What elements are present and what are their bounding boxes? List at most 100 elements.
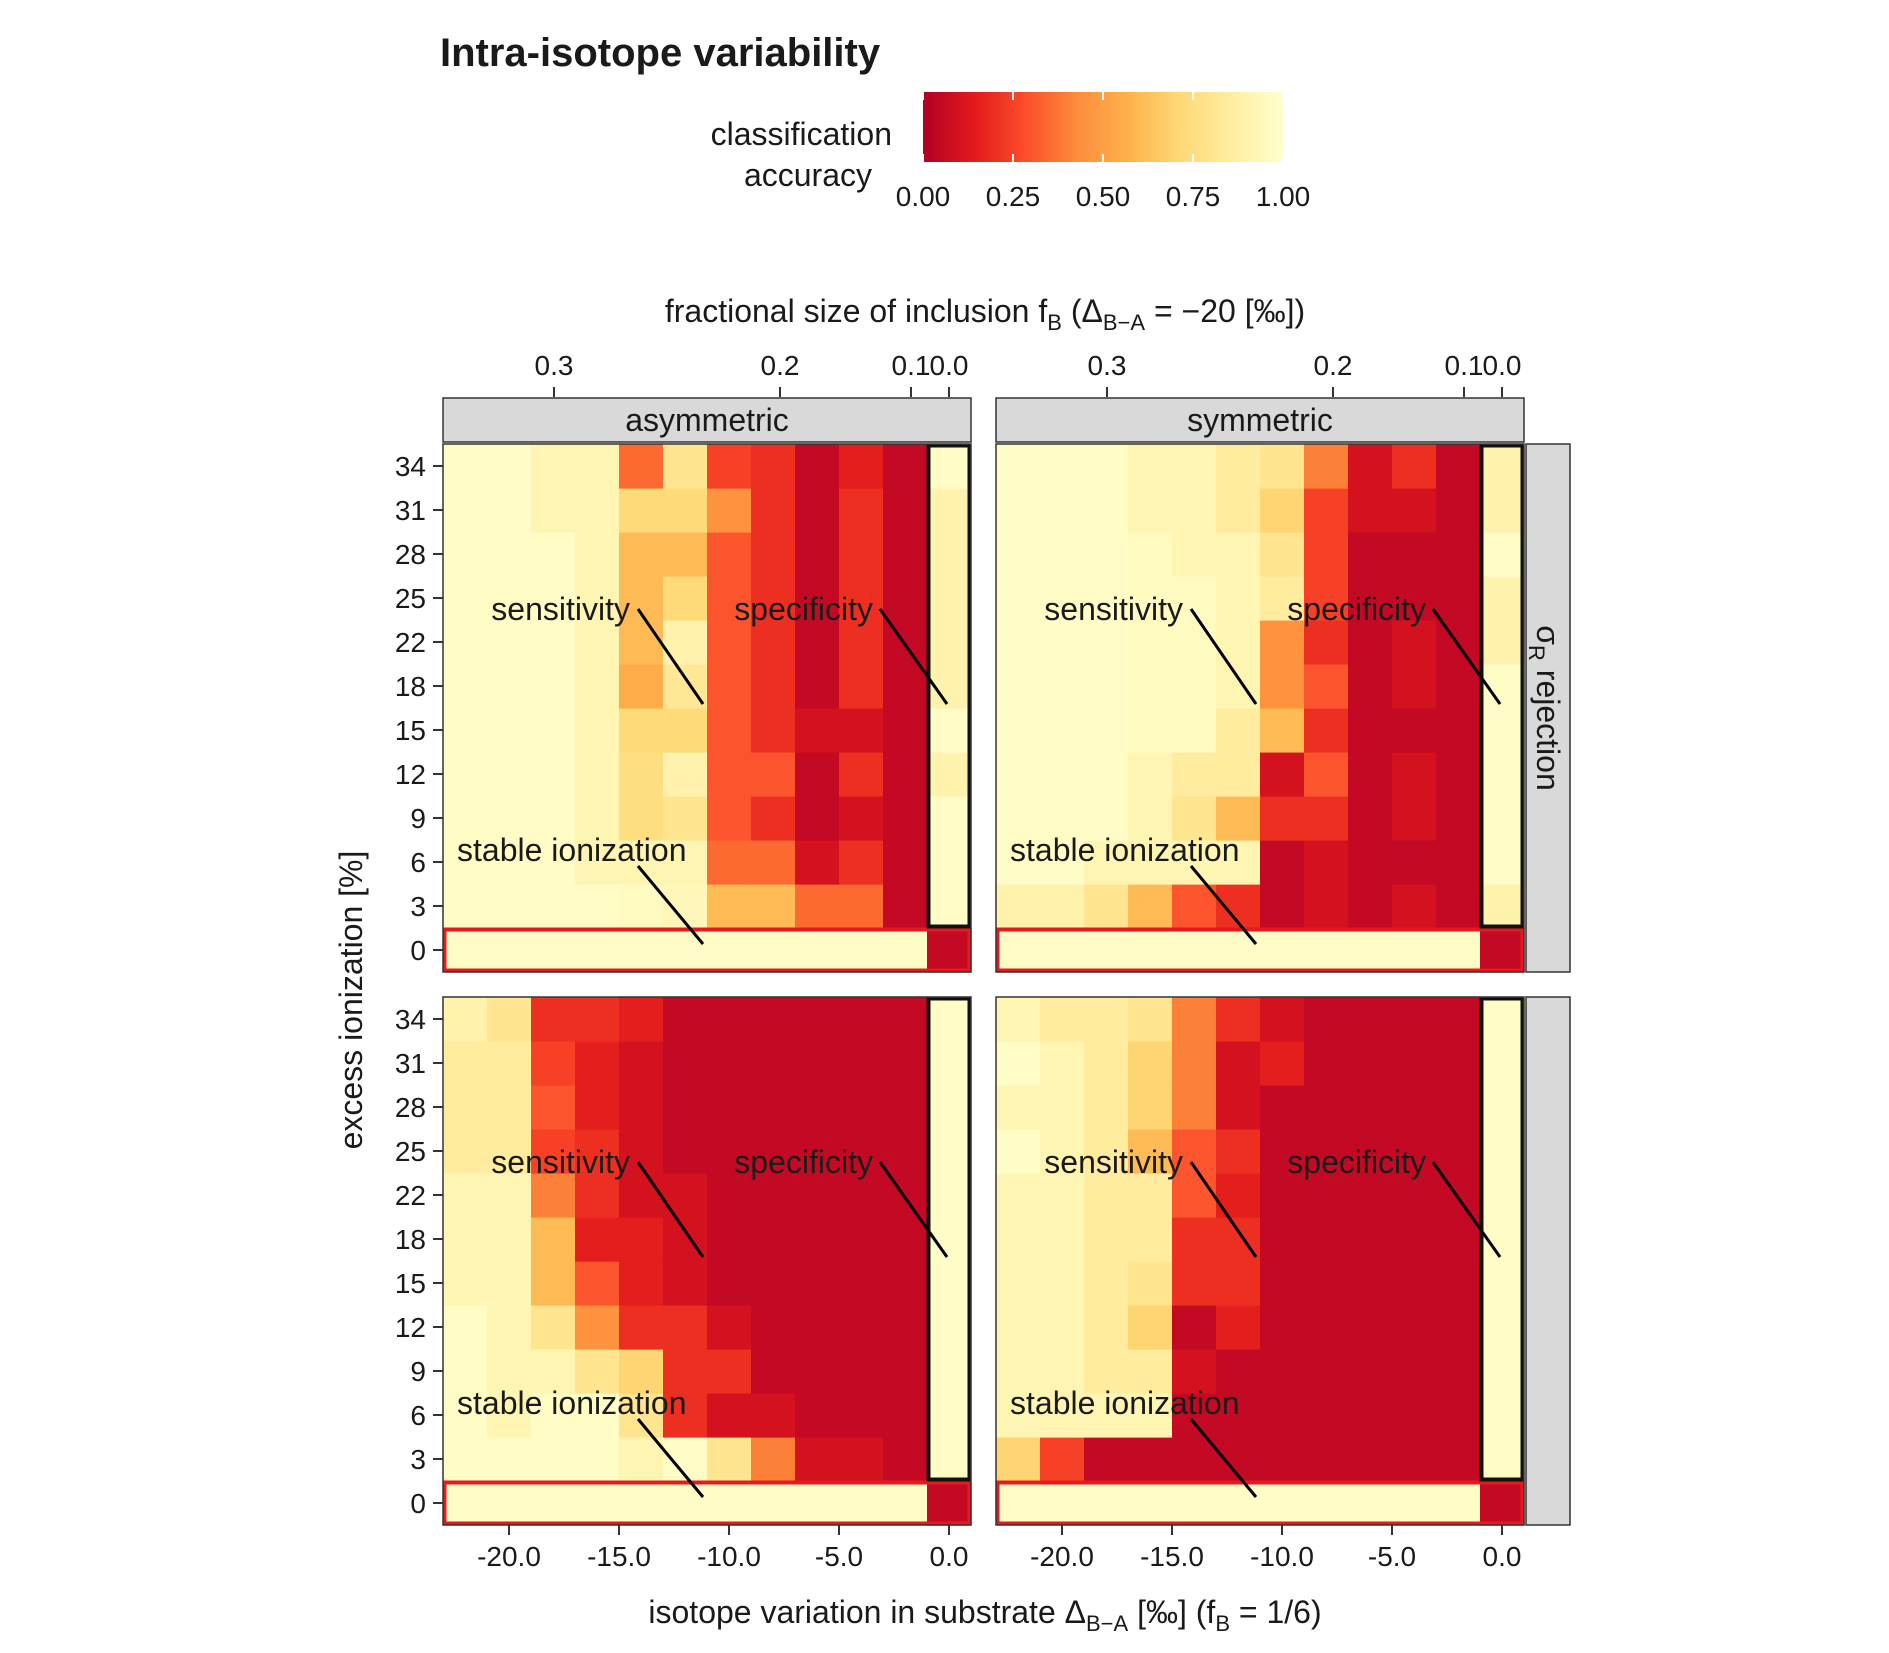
heatmap-cell (795, 840, 840, 885)
heatmap-cell (996, 840, 1041, 885)
heatmap-cell (575, 1437, 620, 1482)
heatmap-cell (996, 1173, 1041, 1218)
heatmap-cell (795, 620, 840, 665)
heatmap-cell (663, 796, 708, 841)
heatmap-cell (1084, 1085, 1129, 1130)
top-x-axis: 0.3 0.2 0.1 0.0 (1088, 350, 1521, 397)
x-tick-label: -5.0 (815, 1541, 863, 1572)
x-tick-label: 0.0 (930, 1541, 969, 1572)
annotation-stable-ionization: stable ionization (1010, 1385, 1239, 1421)
heatmap-cell (751, 1041, 796, 1086)
heatmap-cell (751, 884, 796, 929)
heatmap-cell (883, 1217, 928, 1262)
annotation-pointer (636, 865, 705, 945)
heatmap-cell (1040, 488, 1085, 533)
heatmap-cell (1040, 997, 1085, 1042)
heatmap-cell (1348, 1305, 1393, 1350)
heatmap-cell (1304, 532, 1349, 577)
y-tick-label: 3 (410, 1444, 426, 1475)
heatmap-cell (883, 997, 928, 1042)
heatmap-cell (1084, 1129, 1129, 1174)
heatmap-cell (619, 444, 664, 489)
heatmap-cell (531, 1261, 576, 1306)
heatmap-cell (443, 488, 488, 533)
legend-colorbar (923, 92, 1283, 162)
heatmap-cell (707, 532, 752, 577)
annotation-stable-ionization: stable ionization (1010, 832, 1239, 868)
heatmap-panel: sensitivity specificity stable ionization (995, 443, 1525, 973)
heatmap-cell (795, 576, 840, 621)
heatmap-cell (795, 1437, 840, 1482)
heatmap-cell (1348, 576, 1393, 621)
heatmap-cell (1436, 1085, 1481, 1130)
heatmap-cell (1128, 488, 1173, 533)
heatmap-cell (1348, 708, 1393, 753)
heatmap-cell (1260, 1173, 1305, 1218)
heatmap-cell (1172, 1041, 1217, 1086)
heatmap-cell (1260, 1305, 1305, 1350)
heatmap-cell (795, 1129, 840, 1174)
heatmap-cell (1084, 444, 1129, 489)
heatmap-cell (839, 997, 884, 1042)
heatmap-cell (927, 620, 972, 665)
heatmap-cell (1480, 1305, 1525, 1350)
y-tick-label: 3 (410, 891, 426, 922)
heatmap-cell (996, 997, 1041, 1042)
heatmap-cell (575, 1481, 620, 1526)
heatmap-cell (1304, 1217, 1349, 1262)
heatmap-cell (883, 752, 928, 797)
x-tick-label: -10.0 (697, 1541, 761, 1572)
zero-column-highlight (926, 443, 972, 929)
heatmap-cell (883, 708, 928, 753)
heatmap-cell (1216, 997, 1261, 1042)
heatmap-cell (1436, 1129, 1481, 1174)
heatmap-cell (575, 664, 620, 709)
heatmap-cell (443, 1173, 488, 1218)
top-tick-label: 0.1 (892, 350, 931, 381)
heatmap-cell (443, 1129, 488, 1174)
heatmap-cell (1172, 444, 1217, 489)
heatmap-cell (751, 532, 796, 577)
heatmap-cell (443, 752, 488, 797)
y-tick-label: 28 (395, 539, 426, 570)
heatmap-cell (1436, 840, 1481, 885)
stable-row-highlight (995, 1480, 1525, 1526)
annotation-pointer (636, 1418, 705, 1498)
heatmap-cell (795, 1217, 840, 1262)
heatmap-cell (1304, 1437, 1349, 1482)
heatmap-cell (839, 796, 884, 841)
annotation-specificity: specificity (1287, 591, 1426, 627)
heatmap-cell (1392, 1041, 1437, 1086)
heatmap-cell (1216, 1129, 1261, 1174)
heatmap-cell (751, 488, 796, 533)
heatmap-cell (1084, 1393, 1129, 1438)
heatmap-cell (996, 1393, 1041, 1438)
heatmap-cell (619, 796, 664, 841)
heatmap-cell (795, 488, 840, 533)
heatmap-cell (1128, 1261, 1173, 1306)
heatmap-cell (443, 620, 488, 665)
heatmap-cell (1260, 752, 1305, 797)
heatmap-cell (531, 752, 576, 797)
heatmap-cell (1348, 752, 1393, 797)
heatmap-cell (575, 752, 620, 797)
heatmap-cell (996, 1217, 1041, 1262)
heatmap-cell (751, 752, 796, 797)
heatmap-cell (531, 884, 576, 929)
heatmap-cell (839, 1041, 884, 1086)
y-tick-label: 12 (395, 759, 426, 790)
heatmap-cell (1304, 796, 1349, 841)
heatmap-cell (1348, 796, 1393, 841)
heatmap-cell (1084, 708, 1129, 753)
heatmap-cell (1348, 620, 1393, 665)
heatmap-cell (1480, 997, 1525, 1042)
heatmap-cell (1040, 1261, 1085, 1306)
heatmap-cell (1304, 997, 1349, 1042)
heatmap-cell (1348, 1481, 1393, 1526)
heatmap-cell (751, 1349, 796, 1394)
heatmap-cell (531, 928, 576, 973)
heatmap-cell (795, 444, 840, 489)
heatmap-cell (619, 928, 664, 973)
heatmap-cell (1392, 664, 1437, 709)
heatmap-cell (883, 1261, 928, 1306)
